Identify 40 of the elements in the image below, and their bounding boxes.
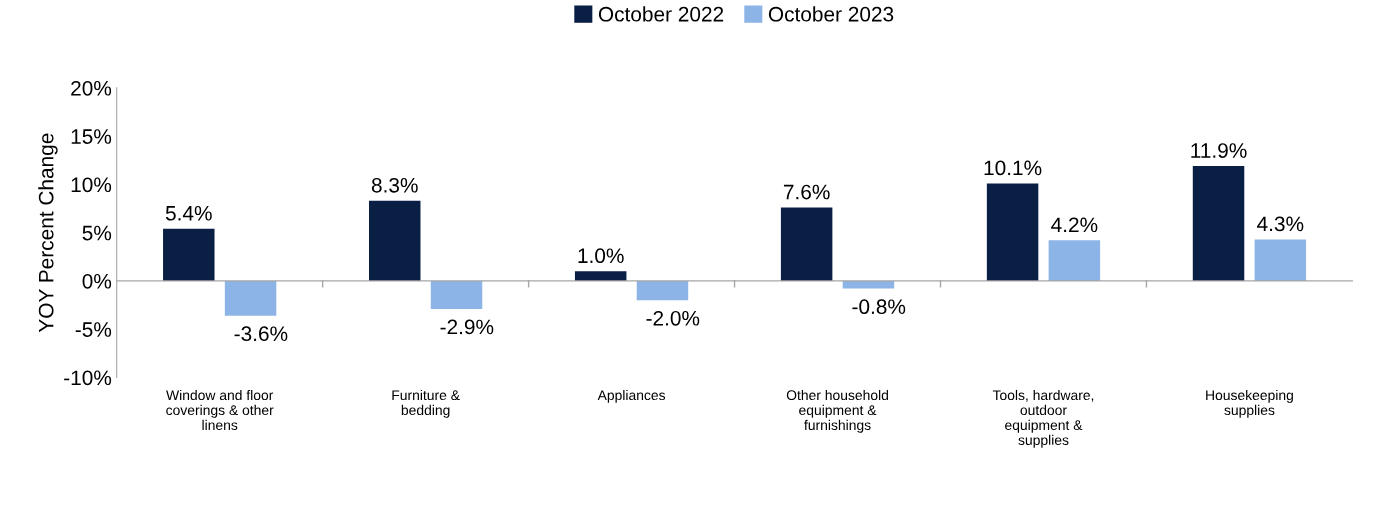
bar (986, 183, 1039, 281)
y-tick-label: 10% (71, 177, 112, 193)
x-tick-label: Housekeeping supplies (1206, 389, 1293, 418)
data-label: 4.2% (1051, 217, 1098, 233)
bar (430, 280, 483, 309)
data-label: 1.0% (578, 248, 624, 264)
data-label: 5.4% (165, 205, 212, 221)
legend-label: October 2023 (768, 6, 894, 22)
y-axis-title: YOY Percent Change (38, 133, 58, 333)
x-tick-label: Other household equipment & furnishings (786, 389, 888, 433)
data-label: -2.0% (646, 310, 700, 326)
y-tick-label: 15% (71, 129, 112, 144)
data-label: -3.6% (234, 326, 288, 342)
x-tick-label: Appliances (597, 389, 666, 403)
bar (1048, 240, 1101, 281)
bar (224, 280, 277, 316)
data-label: 11.9% (1191, 143, 1247, 158)
bar (163, 228, 215, 281)
y-tick-label: -10% (64, 370, 112, 386)
data-label: 4.3% (1257, 216, 1304, 232)
bar (574, 271, 627, 281)
data-label: 10.1% (984, 160, 1042, 176)
bar (842, 280, 895, 289)
data-label: -0.8% (852, 299, 906, 315)
legend-label: October 2022 (598, 6, 724, 22)
bar (1192, 166, 1245, 281)
x-tick-label: Window and floor coverings & other linens (166, 389, 274, 431)
y-tick-label: 0% (82, 273, 112, 289)
y-tick-label: -5% (75, 322, 112, 337)
data-label: -2.9% (440, 319, 494, 335)
x-tick-label: Furniture & bedding (392, 389, 460, 418)
y-tick-label: 5% (82, 225, 112, 241)
data-label: 8.3% (371, 177, 418, 193)
bar (636, 280, 689, 301)
data-label: 7.6% (783, 184, 830, 200)
y-tick-label: 20% (71, 80, 112, 96)
x-tick-label: Tools, hardware, outdoor equipment & supplies (992, 389, 1094, 448)
bar (780, 207, 833, 281)
bar (1254, 239, 1307, 281)
bar (368, 200, 421, 281)
